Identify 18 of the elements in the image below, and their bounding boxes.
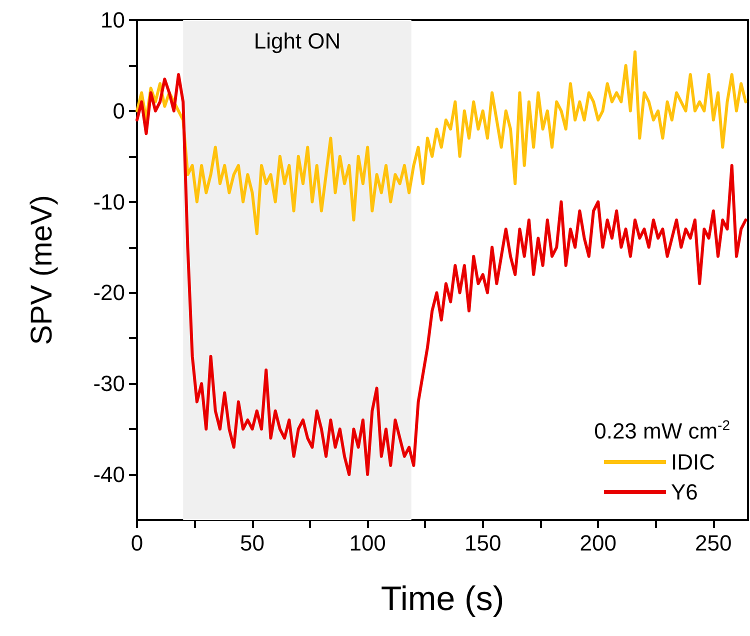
x-tick-label: 250 <box>695 530 732 556</box>
y-tick-label: 10 <box>100 8 125 32</box>
x-tick-label: 150 <box>464 530 502 556</box>
y-tick-label: -30 <box>93 371 125 396</box>
band-label: Light ON <box>254 28 341 54</box>
x-tick-label: 200 <box>580 530 616 556</box>
y-tick-label: -10 <box>93 189 125 214</box>
legend-label: IDIC <box>671 450 716 474</box>
x-axis-title: Time (s) <box>380 580 504 618</box>
x-tick-label: 50 <box>240 530 265 556</box>
x-tick-label: 0 <box>130 530 144 556</box>
y-tick-label: -20 <box>93 280 125 306</box>
legend-label: Y6 <box>671 480 698 504</box>
y-tick-label: 0 <box>112 98 125 124</box>
line-series <box>136 73 748 476</box>
x-tick-label: 100 <box>349 530 386 556</box>
y-axis-title: SPV (meV) <box>26 194 58 346</box>
y-tick-label: -40 <box>93 462 125 488</box>
